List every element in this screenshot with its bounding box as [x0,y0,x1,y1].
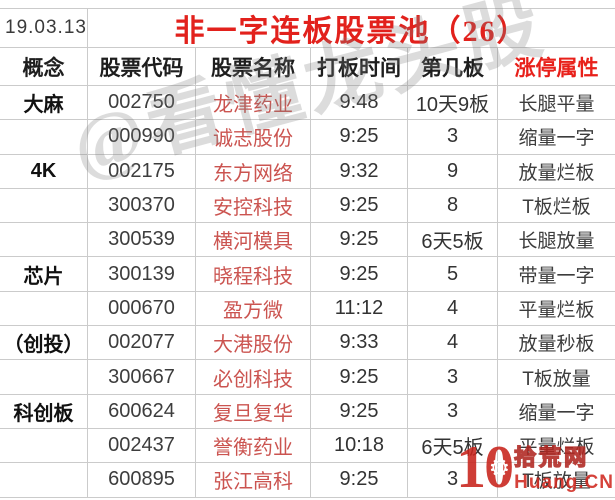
cell-time: 9:25 [311,463,408,498]
cell-name: 诚志股份 [196,120,311,155]
cell-name: 必创科技 [196,360,311,395]
cell-concept: 科创板 [0,394,88,429]
cell-time: 9:32 [311,154,408,189]
column-header-concept: 概念 [0,48,88,86]
cell-code: 300370 [88,188,196,224]
cell-concept: 4K [0,154,88,189]
table-body: 大麻 002750 龙津药业 9:48 10天9板 长腿平量 000990 诚志股份 9:25 3… [0,86,615,498]
cell-board: 3 [408,394,498,429]
cell-attr: 长腿平量 [498,86,615,121]
cell-name: 张江高科 [196,463,311,498]
cell-board: 5 [408,257,498,292]
cell-code: 600624 [88,394,196,429]
cell-attr: 长腿放量 [498,223,615,258]
table-row: 4K 002175 东方网络 9:32 9 放量烂板 [0,154,615,189]
column-header-name: 股票名称 [196,48,311,86]
table-row: 300370 安控科技 9:25 8 T板烂板 [0,188,615,224]
cell-concept [0,360,88,395]
column-header-attr: 涨停属性 [498,48,615,86]
table-row: 大麻 002750 龙津药业 9:48 10天9板 长腿平量 [0,86,615,121]
site-logo: 10 ⚙ 拾荒网 Huang.CN [456,434,614,500]
cell-attr: 平量烂板 [498,429,615,464]
cell-time: 9:25 [311,188,408,224]
cell-name: 晓程科技 [196,257,311,292]
cell-code: 600895 [88,463,196,498]
column-header-code: 股票代码 [88,48,196,86]
cell-time: 9:25 [311,120,408,155]
table-row: 科创板 600624 复旦复华 9:25 3 缩量一字 [0,394,615,429]
table-row: 000670 盈方微 11:12 4 平量烂板 [0,291,615,327]
column-header-row: 概念 股票代码 股票名称 打板时间 第几板 涨停属性 [0,48,615,86]
cell-attr: T板放量 [498,360,615,395]
table-row: 芯片 300139 晓程科技 9:25 5 带量一字 [0,257,615,292]
cell-board: 6天5板 [408,428,498,464]
cell-concept [0,120,88,155]
cell-attr: 缩量一字 [498,395,615,429]
cell-name: 横河模具 [196,223,311,258]
cell-time: 9:25 [311,394,408,429]
cell-code: 002077 [88,326,196,361]
cell-code: 002175 [88,154,196,189]
cell-attr: 放量秒板 [498,326,615,361]
date-label: 19.03.13 [0,9,88,48]
cell-name: 东方网络 [196,154,311,189]
cell-time: 9:33 [311,326,408,361]
cell-name: 誉衡药业 [196,428,311,464]
cell-name: 安控科技 [196,188,311,224]
cell-code: 300139 [88,257,196,292]
cell-concept [0,291,88,327]
cell-name: 复旦复华 [196,394,311,429]
cell-attr: T板烂板 [498,189,615,224]
cell-code: 000990 [88,120,196,155]
cell-concept [0,428,88,464]
cell-code: 000670 [88,291,196,327]
column-header-time: 打板时间 [311,48,408,86]
table-row: （创投） 002077 大港股份 9:33 4 放量秒板 [0,326,615,361]
stock-pool-table: 19.03.13 非一字连板股票池（26） 概念 股票代码 股票名称 打板时间 第几板涨… [0,8,615,498]
cell-board: 10天9板 [408,86,498,121]
column-header-board: 第几板 [408,48,498,86]
site-name-cn: 拾荒网 [513,444,590,470]
cell-time: 9:25 [311,223,408,258]
cell-time: 9:25 [311,257,408,292]
cell-code: 002437 [88,428,196,464]
table-row: 002437 誉衡药业 10:18 6天5板 平量烂板 [0,428,615,464]
cell-attr: 放量烂板 [498,155,615,189]
table-row: 000990 诚志股份 9:25 3 缩量一字 [0,120,615,155]
table-row: 300539 横河模具 9:25 6天5板 长腿放量 [0,223,615,258]
table-row: 300667 必创科技 9:25 3 T板放量 [0,360,615,395]
cell-name: 盈方微 [196,291,311,327]
cell-concept: 大麻 [0,86,88,121]
gear-icon: ⚙ [488,456,510,483]
logo-number: 10 ⚙ [456,434,514,500]
cell-board: 9 [408,154,498,189]
cell-concept [0,463,88,498]
cell-attr: 缩量一字 [498,120,615,155]
title-band: 19.03.13 非一字连板股票池（26） [0,9,615,48]
cell-board: 4 [408,326,498,361]
cell-board: 3 [408,360,498,395]
page-title: 非一字连板股票池（26） [88,9,615,48]
cell-code: 300667 [88,360,196,395]
cell-concept: （创投） [0,326,88,361]
cell-time: 11:12 [311,291,408,327]
cell-board: 8 [408,188,498,224]
site-domain: Huang.CN [514,472,614,493]
cell-name: 龙津药业 [196,86,311,121]
cell-board: 3 [408,120,498,155]
cell-time: 9:25 [311,360,408,395]
cell-name: 大港股份 [196,326,311,361]
cell-code: 002750 [88,86,196,121]
cell-time: 10:18 [311,428,408,464]
cell-time: 9:48 [311,86,408,121]
cell-concept: 芯片 [0,257,88,292]
cell-board: 4 [408,291,498,327]
cell-concept [0,223,88,258]
cell-code: 300539 [88,223,196,258]
cell-attr: 带量一字 [498,257,615,292]
cell-attr: 平量烂板 [498,292,615,327]
cell-concept [0,188,88,224]
cell-board: 6天5板 [408,223,498,258]
